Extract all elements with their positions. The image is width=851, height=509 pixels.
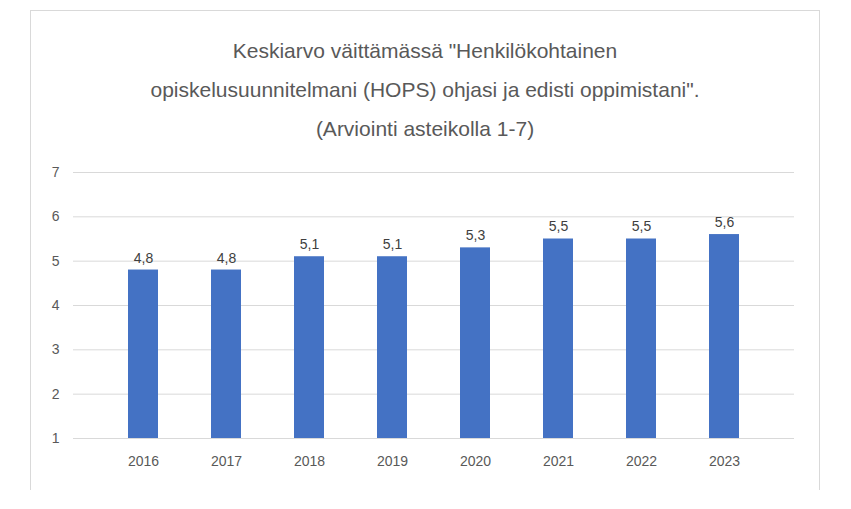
svg-text:2021: 2021: [543, 453, 574, 469]
svg-text:2018: 2018: [294, 453, 325, 469]
svg-text:2019: 2019: [377, 453, 408, 469]
svg-text:2016: 2016: [128, 453, 159, 469]
svg-text:3: 3: [52, 341, 60, 357]
svg-text:1: 1: [52, 430, 60, 446]
svg-text:2022: 2022: [626, 453, 657, 469]
svg-text:5,5: 5,5: [632, 218, 652, 234]
svg-text:2020: 2020: [460, 453, 491, 469]
svg-text:5,5: 5,5: [549, 218, 569, 234]
svg-text:6: 6: [52, 208, 60, 224]
svg-text:5,6: 5,6: [715, 214, 735, 230]
svg-text:4,8: 4,8: [217, 250, 237, 266]
html-text:Keskiarvo väittämässä "Henkilö: Keskiarvo väittämässä "Henkilökohtainen …: [150, 39, 700, 140]
svg-text:5,1: 5,1: [300, 236, 320, 252]
svg-text:2: 2: [52, 386, 60, 402]
svg-text:7: 7: [52, 164, 60, 180]
svg-text:4,8: 4,8: [134, 250, 154, 266]
svg-text:2023: 2023: [709, 453, 740, 469]
svg-text:4: 4: [52, 297, 60, 313]
svg-text:5,3: 5,3: [466, 227, 486, 243]
svg-text:5: 5: [52, 253, 60, 269]
svg-text:5,1: 5,1: [383, 236, 403, 252]
svg-text:2017: 2017: [211, 453, 242, 469]
